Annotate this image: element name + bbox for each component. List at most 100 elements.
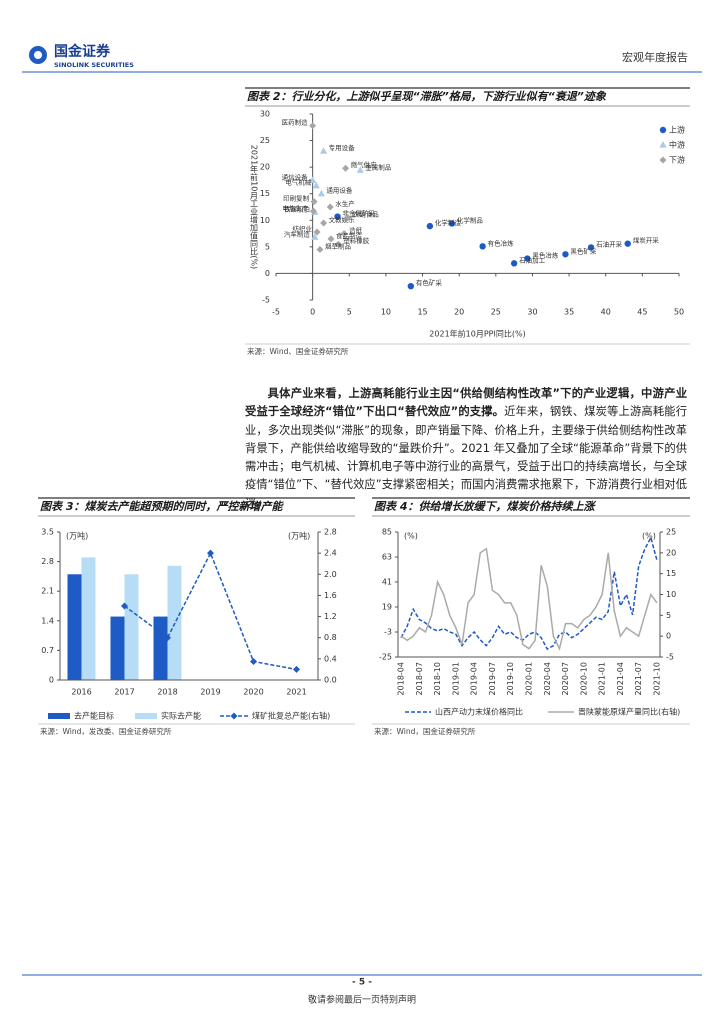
- line-marker: [164, 634, 171, 642]
- logo-icon-inner: [34, 51, 42, 59]
- y-tick-label: 41: [382, 578, 392, 587]
- y-tick-label: 2.1: [41, 587, 54, 596]
- y-tick-label: 15: [260, 189, 270, 198]
- x-tick-label: 25: [491, 308, 501, 317]
- point-label: 文教娱乐: [329, 215, 356, 224]
- x-tick-label: 2019-01: [451, 662, 460, 695]
- scatter-point: [317, 189, 326, 197]
- x-tick-label: 2021-04: [616, 662, 625, 695]
- legend-swatch: [48, 713, 70, 719]
- x-tick-label: 2020-07: [561, 662, 570, 695]
- legend-label: 中游: [669, 140, 685, 150]
- legend-marker: [659, 126, 667, 134]
- line-marker: [293, 665, 300, 673]
- y-tick-label: 0.0: [324, 676, 337, 685]
- y2-axis-unit: (万吨): [288, 531, 310, 541]
- point-label: 医药制造: [282, 118, 309, 127]
- x-tick-label: 2019: [200, 688, 220, 697]
- x-tick-label: 2017: [114, 688, 134, 697]
- y-axis-unit: (万吨): [66, 531, 88, 541]
- y-tick-label: -25: [379, 653, 392, 662]
- point-label: 造纸: [349, 226, 363, 235]
- company-name: 国金证券: [54, 43, 111, 60]
- legend-label: 山西产动力末煤价格同比: [435, 707, 523, 717]
- point-label: 印刷复制: [283, 194, 310, 203]
- scatter-point: [327, 235, 335, 243]
- point-label: 通用设备: [326, 186, 353, 195]
- x-tick-label: 2019-07: [488, 662, 497, 695]
- point-label: 电气机械: [285, 178, 312, 187]
- legend-label: 下游: [669, 155, 685, 165]
- scatter-point: [312, 181, 320, 189]
- scatter-point: [320, 147, 328, 154]
- x-tick-label: 35: [564, 308, 574, 317]
- legend-marker: [659, 141, 667, 148]
- bar: [153, 616, 168, 680]
- line-marker: [121, 602, 128, 610]
- x-tick-label: 2021: [286, 688, 306, 697]
- scatter-point: [334, 240, 342, 248]
- paragraph-bold: 具体产业来看，上游高耗能行业主因“供给侧结构性改革”下的产业逻辑，中游产业受益于…: [245, 387, 687, 419]
- scatter-point: [326, 203, 334, 211]
- scatter-point: [344, 214, 352, 222]
- y-tick-label: 1.6: [324, 591, 337, 600]
- scatter-point: [356, 166, 364, 173]
- legend-marker: [659, 156, 667, 164]
- point-label: 有色矿采: [416, 278, 443, 287]
- x-tick-label: 45: [637, 308, 647, 317]
- y-tick-label: 0.8: [324, 633, 337, 642]
- point-label: 塑料橡胶: [343, 236, 370, 245]
- scatter-point: [311, 233, 319, 240]
- y-tick-label: 30: [260, 110, 270, 119]
- point-label: 石油加工: [519, 255, 546, 264]
- scatter-point: [309, 207, 317, 215]
- chart-source: 来源：Wind、国金证券研究所: [247, 346, 349, 356]
- x-tick-label: 2020-10: [579, 662, 588, 695]
- line: [124, 551, 297, 671]
- line: [400, 547, 658, 651]
- point-label: 电热生产: [282, 203, 309, 212]
- y-tick-label: 0.4: [324, 654, 337, 663]
- point-label: 专用设备: [329, 143, 356, 152]
- scatter-point: [479, 243, 486, 250]
- y-tick-label: 10: [260, 216, 270, 225]
- y-tick-label: 63: [382, 553, 392, 562]
- legend-swatch: [135, 713, 157, 719]
- y-tick-label: 2.4: [324, 549, 337, 558]
- chart-title: 图表 4：供给增长放缓下，煤炭价格持续上涨: [374, 500, 596, 513]
- y-tick-label: 0: [265, 269, 270, 278]
- y-tick-label: 1.4: [41, 616, 54, 625]
- y-tick-label: 2.0: [324, 570, 337, 579]
- x-tick-label: 2020-01: [525, 662, 534, 695]
- x-tick-label: 2020: [243, 688, 263, 697]
- point-label: 农副食品: [353, 210, 379, 219]
- bar: [124, 574, 139, 680]
- y-tick-label: 25: [666, 528, 676, 537]
- y-tick-label: 85: [382, 528, 392, 537]
- point-label: 煤炭开采: [633, 236, 660, 245]
- report-type: 宏观年度报告: [622, 50, 688, 64]
- point-label: 铁路船舶: [284, 204, 310, 213]
- point-label: 水生产: [335, 199, 355, 208]
- line-marker: [207, 549, 214, 557]
- x-tick-label: 2018-07: [415, 662, 424, 695]
- x-tick-label: 2021-07: [634, 662, 643, 695]
- x-tick-label: 30: [527, 308, 537, 317]
- bar: [81, 557, 96, 680]
- y-tick-label: 15: [666, 569, 676, 578]
- company-name-en: SINOLINK SECURITIES: [54, 61, 134, 69]
- y-tick-label: 5: [265, 242, 270, 251]
- point-label: 有色冶炼: [488, 238, 515, 247]
- line: [400, 535, 658, 651]
- y-tick-label: 0: [666, 632, 671, 641]
- scatter-point: [426, 222, 434, 230]
- legend-label: 去产能目标: [74, 711, 114, 721]
- chart-title: 图表 3：煤炭去产能超预期的同时，严控新增产能: [40, 500, 284, 513]
- y-tick-label: 3.5: [41, 528, 54, 537]
- page-number: - 5 -: [352, 978, 372, 988]
- legend-label: 实际去产能: [161, 711, 201, 721]
- y-tick-label: 5: [666, 611, 671, 620]
- point-label: 黑色冶炼: [532, 251, 559, 260]
- y-tick-label: -3: [384, 628, 392, 637]
